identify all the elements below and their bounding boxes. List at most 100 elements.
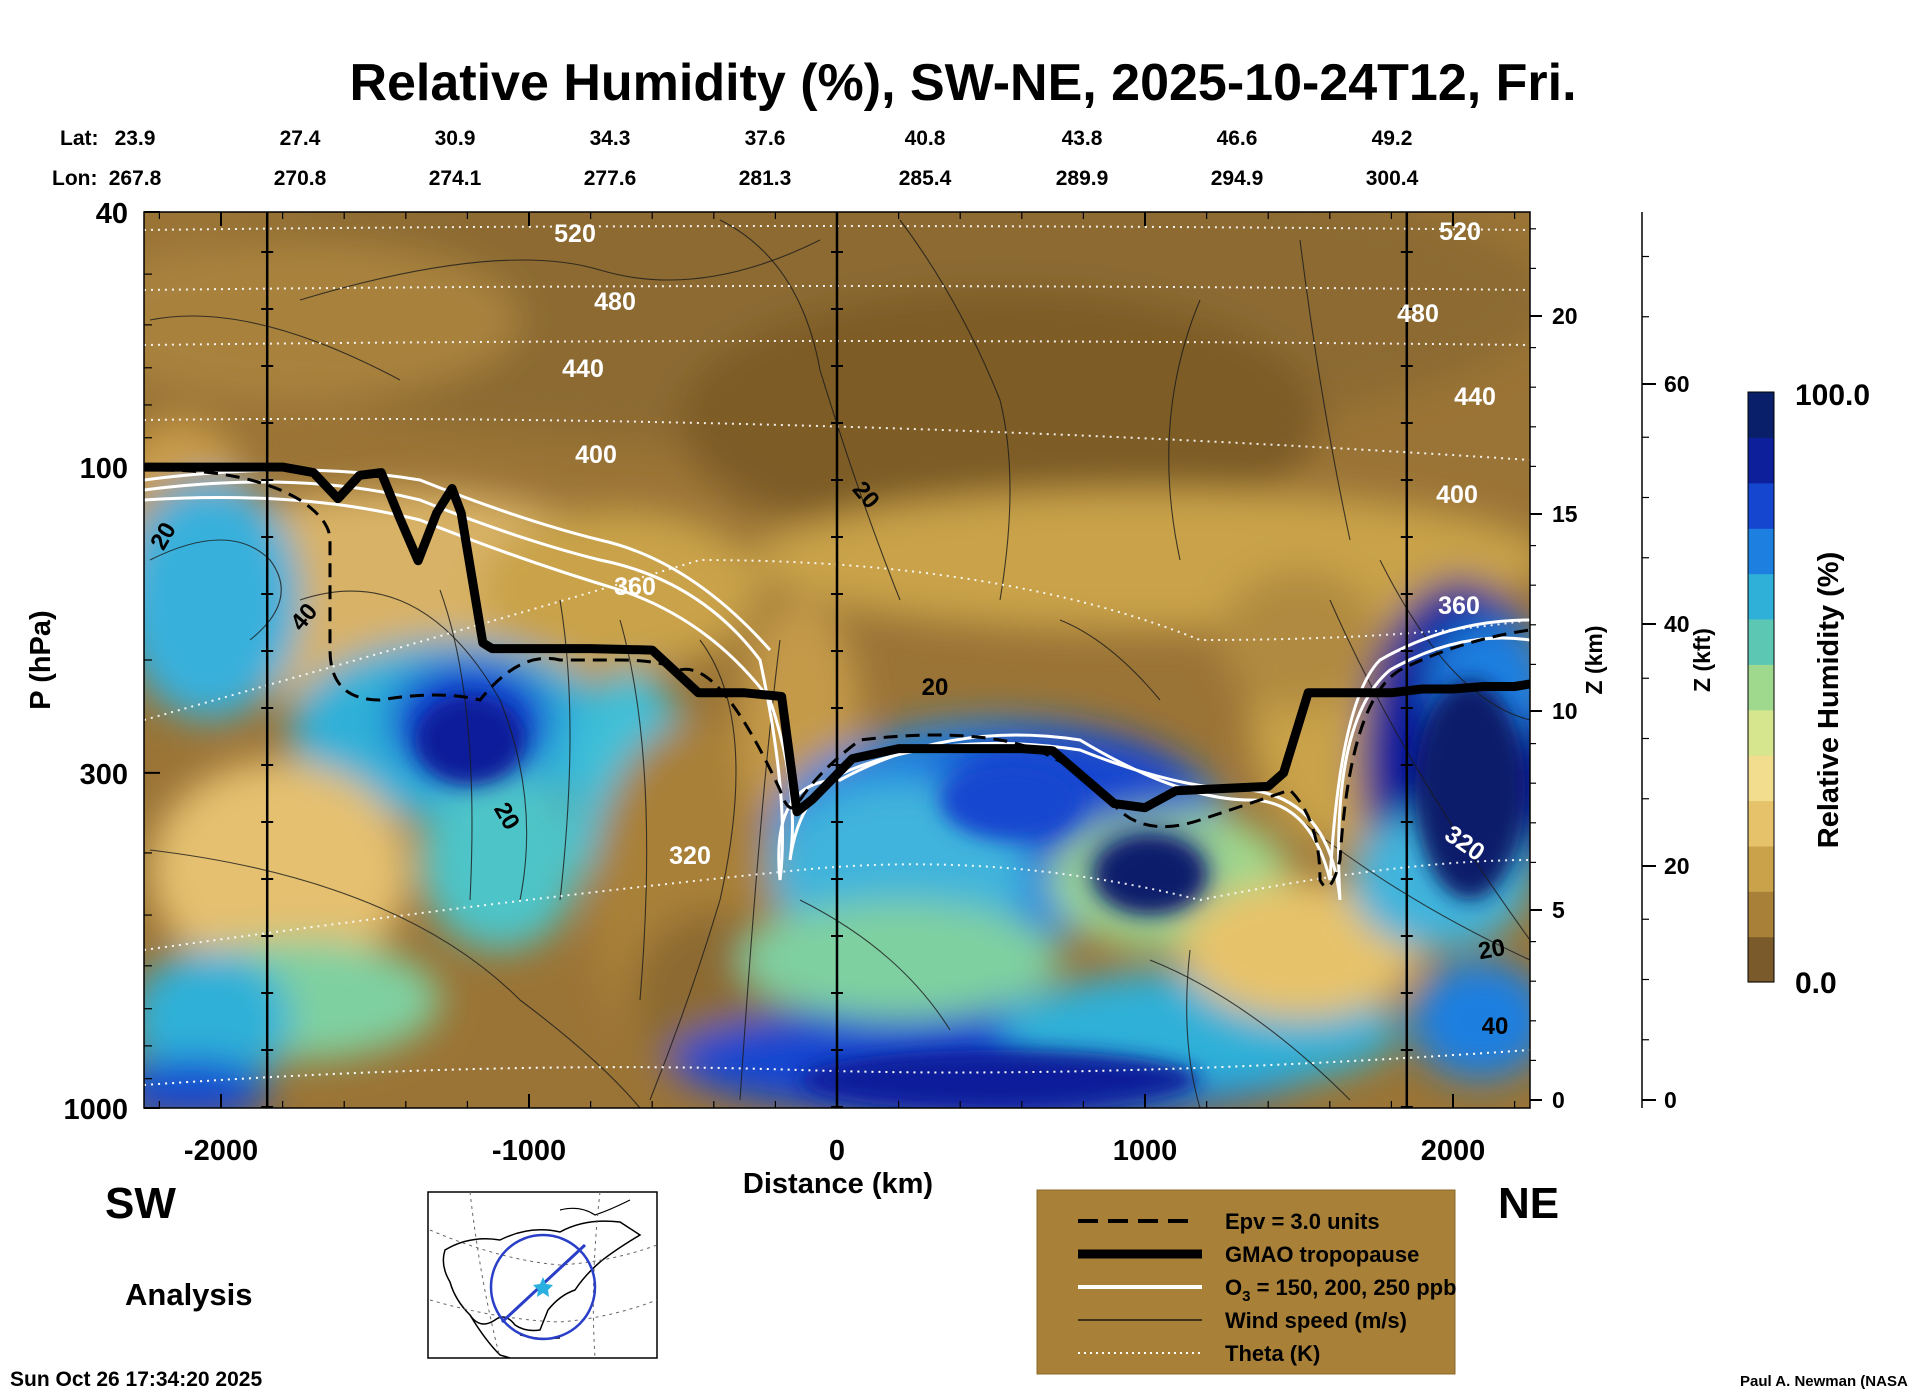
tropopause-line [144,462,1530,817]
z-km-label: Z (km) [1581,626,1607,695]
z-km-axis: 0 5 10 15 20 [1530,228,1578,1113]
theta-level-label: 440 [562,355,604,383]
lon-value: 270.8 [274,167,327,190]
wind-speed-contour [149,539,282,641]
legend-epv-label: Epv = 3.0 units [1225,1209,1380,1234]
z-kft-tick-label: 40 [1664,611,1690,637]
colorbar-label: Relative Humidity (%) [1813,552,1845,849]
colorbar-swatch [1748,573,1774,620]
wind-speed-label: 20 [1476,934,1507,965]
colorbar-max-label: 100.0 [1795,379,1870,412]
y-tick-label: 300 [80,759,128,791]
y-axis-label: P (hPa) [25,610,57,709]
theta-level-label: 360 [614,573,656,601]
inset-map [427,1191,658,1359]
timestamp: Sun Oct 26 17:34:20 2025 [10,1368,262,1391]
colorbar-swatch [1748,528,1774,575]
colorbar-swatch [1748,891,1774,938]
z-kft-label: Z (kft) [1689,628,1715,692]
wind-speed-contour [439,589,473,901]
theta-contour [144,340,1530,346]
y-axis: 40 100 300 1000 [63,198,160,1126]
wind-speed-label: 40 [1482,1013,1509,1040]
lon-value: 289.9 [1056,167,1109,190]
wind-speed-contour [299,590,528,901]
theta-level-label: 320 [669,842,711,870]
lat-label: Lat: [60,127,99,150]
theta-level-label-right: 360 [1438,592,1480,620]
theta-level-label: 400 [575,441,617,469]
credit: Paul A. Newman (NASA [1740,1373,1908,1390]
wind-speed-contour [1379,559,1530,721]
theta-level-label-right: 480 [1397,300,1439,328]
ozone-contour [144,496,1530,901]
theta-contour [144,225,1530,231]
x-axis: -2000 -1000 0 1000 2000 [158,212,1516,1167]
z-km-tick-label: 10 [1552,698,1578,724]
wind-speed-contour [1149,959,1351,1101]
epv-contour [159,468,1530,889]
sw-label: SW [105,1179,176,1228]
wind-speed-contour [619,619,648,1001]
x-tick-label: 0 [829,1135,845,1167]
wind-speed-contour [719,219,901,601]
x-axis-label: Distance (km) [743,1168,933,1200]
legend-ozone-label: O3 = 150, 200, 250 ppb [1225,1275,1457,1305]
lon-value: 300.4 [1366,167,1419,190]
x-tick-label: 2000 [1421,1135,1486,1167]
z-kft-axis: 0 20 40 60 [1641,212,1690,1113]
legend-wind-label: Wind speed (m/s) [1225,1308,1407,1333]
wind-speed-contour [799,899,951,1031]
colorbar-swatch [1748,618,1774,665]
wind-speed-contour [899,219,1011,601]
legend-tropopause-label: GMAO tropopause [1225,1242,1419,1267]
theta-contour [144,558,1530,721]
legend-theta-label: Theta (K) [1225,1341,1320,1366]
theta-contour [144,1049,1530,1086]
lat-value: 43.8 [1062,127,1103,150]
colorbar-min-label: 0.0 [1795,967,1837,1000]
theta-level-label-right: 520 [1439,218,1481,246]
wind-speed-label: 20 [922,674,949,701]
colorbar-swatch [1748,664,1774,711]
wind-speed-contour [1186,949,1201,1108]
theta-contour [144,285,1530,291]
colorbar-swatch [1748,755,1774,802]
heatmap-field [144,212,1530,1108]
colorbar-swatch [1748,437,1774,484]
lon-value: 285.4 [899,167,952,190]
lat-value: 40.8 [905,127,946,150]
lat-value: 27.4 [280,127,321,150]
lat-value: 23.9 [115,127,156,150]
lon-value: 267.8 [109,167,162,190]
y-tick-label: 40 [96,198,128,230]
theta-level-label-right: 400 [1436,481,1478,509]
theta-contour [144,417,1530,461]
y-tick-label: 100 [80,453,128,485]
z-kft-tick-label: 20 [1664,853,1690,879]
colorbar-frame [1747,391,1775,983]
lon-value: 281.3 [739,167,792,190]
theta-level-label-right: 440 [1454,383,1496,411]
lat-value: 49.2 [1372,127,1413,150]
lat-value: 30.9 [435,127,476,150]
lat-value: 46.6 [1217,127,1258,150]
z-km-tick-label: 15 [1552,501,1578,527]
z-km-tick-label: 5 [1552,897,1565,923]
colorbar-swatch [1748,800,1774,847]
wind-speed-contour [1059,619,1161,701]
lon-value: 294.9 [1211,167,1264,190]
theta-level-label: 480 [594,288,636,316]
wind-speed-contour [149,315,401,381]
wind-speed-contour [299,239,821,301]
lat-value: 37.6 [745,127,786,150]
lat-value: 34.3 [590,127,631,150]
lon-value: 274.1 [429,167,482,190]
lon-label: Lon: [52,167,97,190]
z-kft-tick-label: 0 [1664,1087,1677,1113]
colorbar-swatch [1748,709,1774,756]
x-tick-label: -1000 [492,1135,566,1167]
colorbar-swatch [1748,936,1774,983]
x-tick-label: -2000 [184,1135,258,1167]
